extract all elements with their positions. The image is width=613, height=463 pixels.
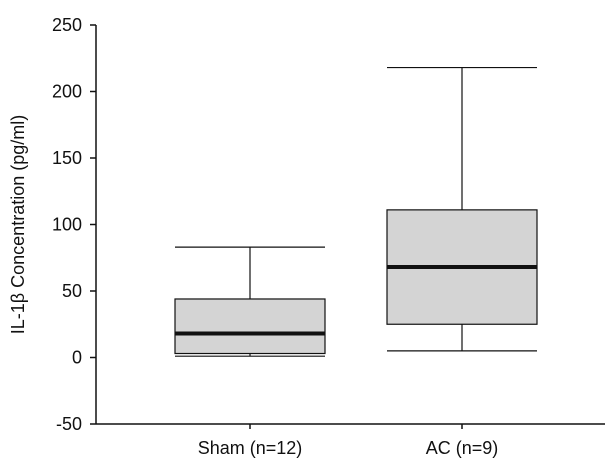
y-tick-label: 150: [52, 148, 82, 168]
y-tick-label: 100: [52, 215, 82, 235]
boxes: [174, 66, 538, 357]
y-tick-label: 200: [52, 82, 82, 102]
y-tick-label: -50: [56, 414, 82, 434]
x-tick-label: AC (n=9): [426, 438, 499, 458]
y-ticks: -50 0 50 100 150 200 250: [52, 15, 96, 434]
x-ticks: Sham (n=12) AC (n=9): [198, 424, 499, 458]
box-sham: [174, 246, 326, 357]
x-tick-label: Sham (n=12): [198, 438, 303, 458]
y-tick-label: 250: [52, 15, 82, 35]
y-tick-label: 0: [72, 348, 82, 368]
iqr-box: [174, 298, 326, 355]
y-axis-title: IL-1β Concentration (pg/ml): [8, 115, 28, 334]
y-tick-label: 50: [62, 281, 82, 301]
box-ac: [386, 66, 538, 352]
